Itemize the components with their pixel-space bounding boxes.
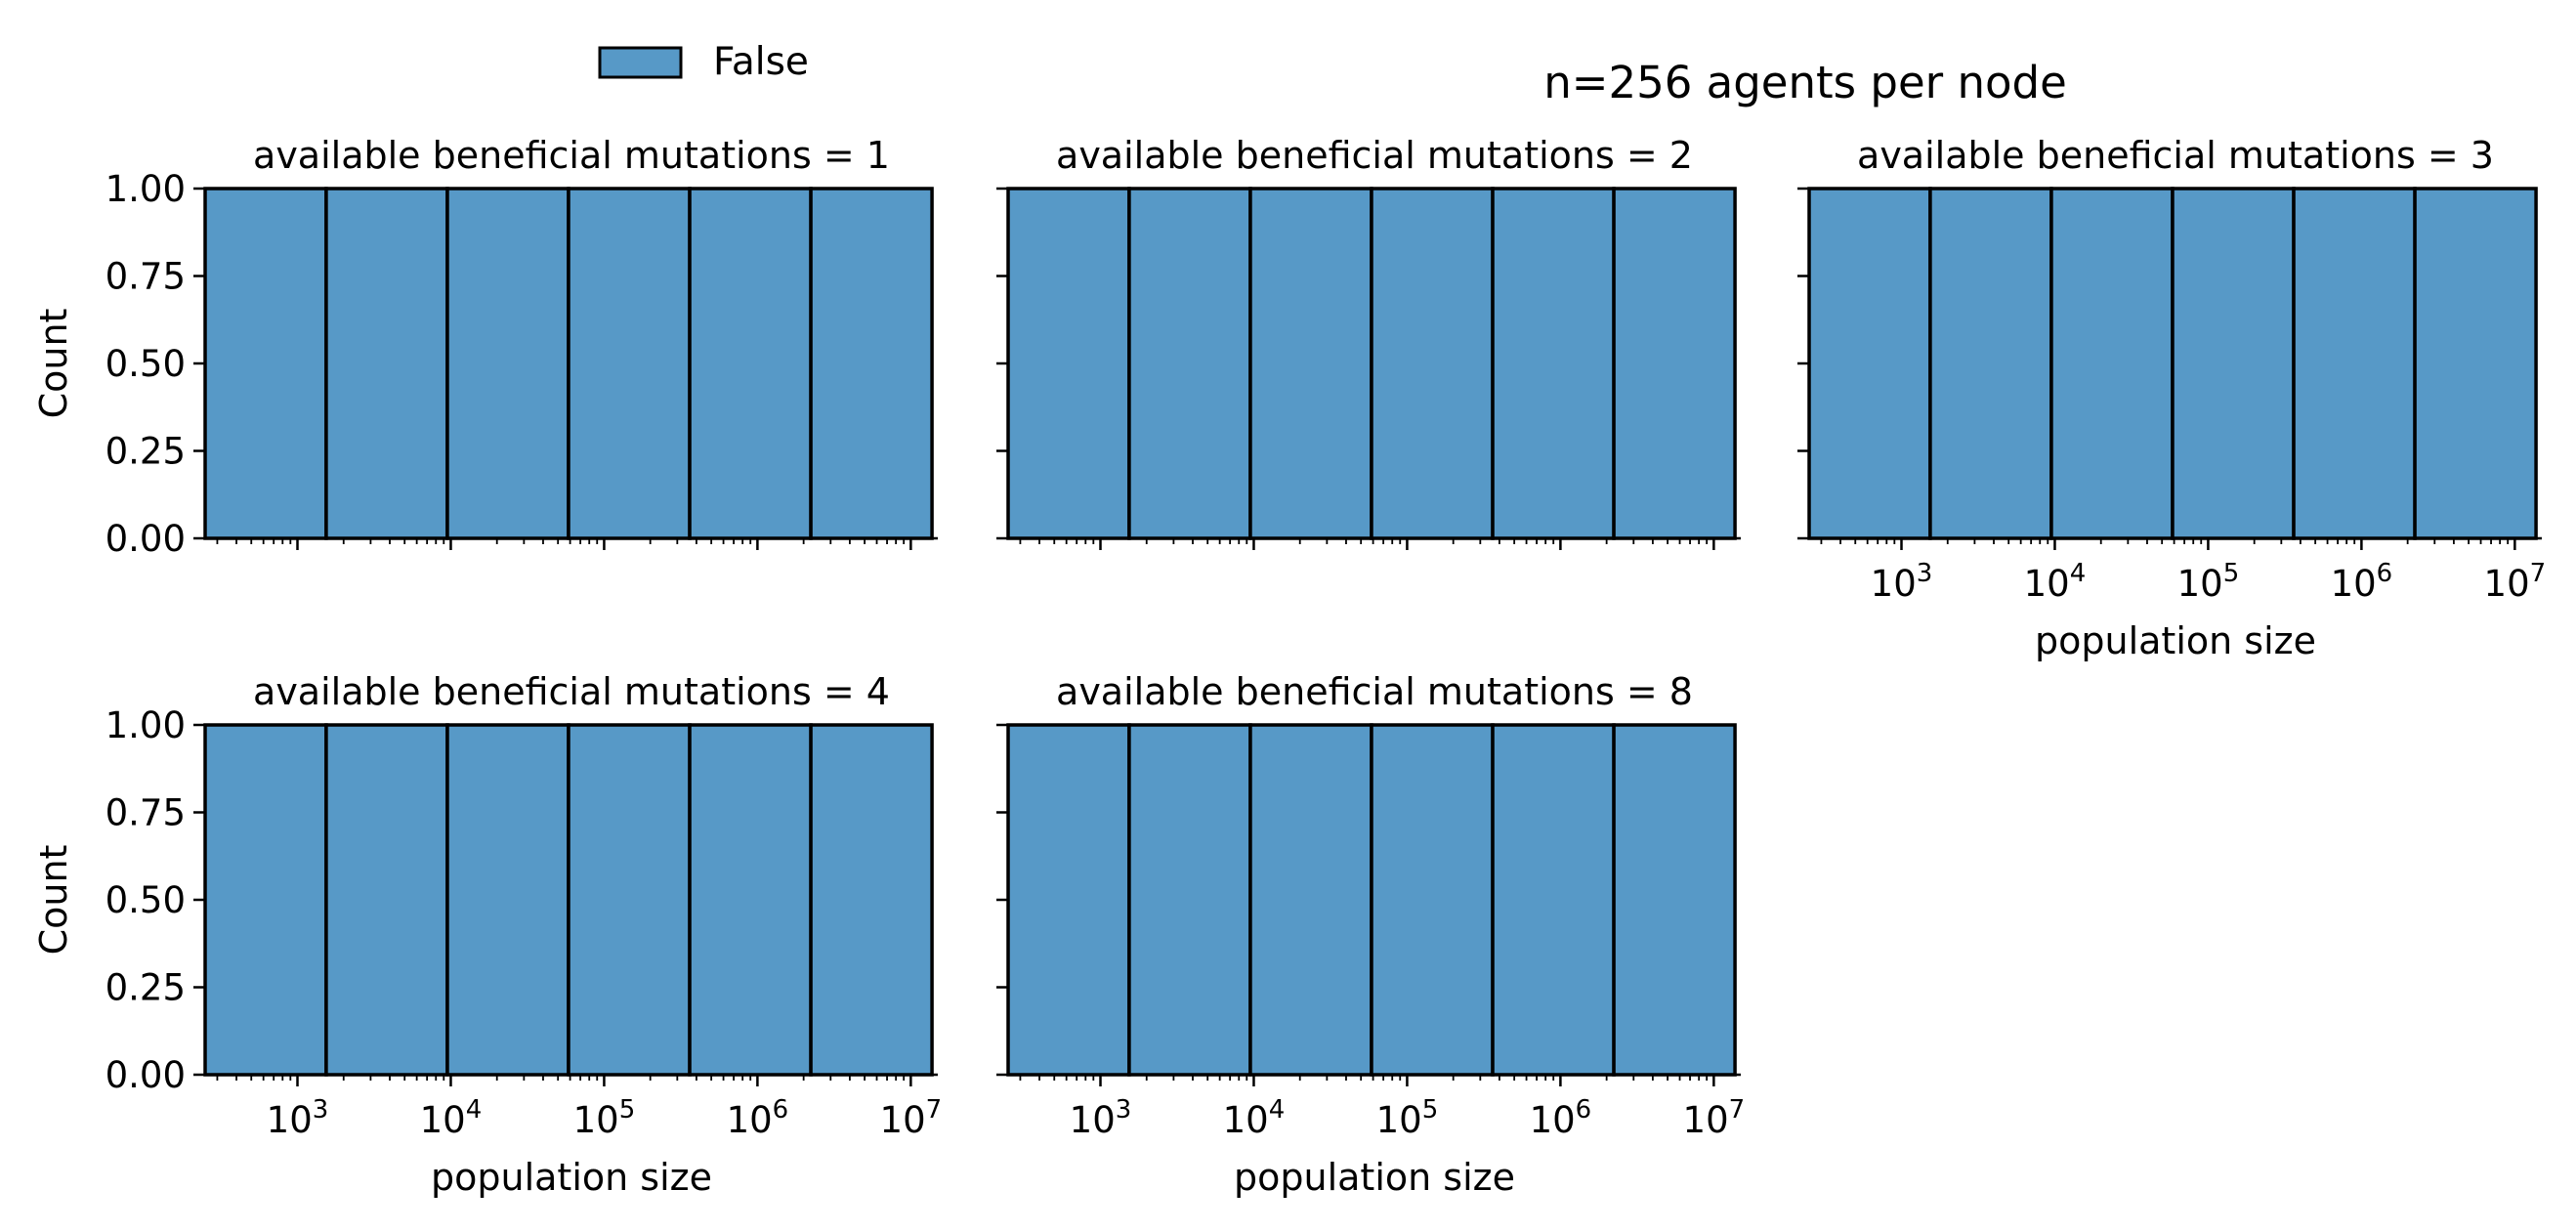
- y-tick-label: 0.25: [106, 431, 186, 473]
- x-tick-label: 107: [2484, 559, 2547, 605]
- y-tick-label: 0.75: [106, 256, 186, 298]
- y-tick-label: 0.00: [106, 518, 186, 560]
- x-tick-label: 107: [880, 1095, 943, 1141]
- histogram-bar: [2413, 187, 2538, 540]
- x-tick-label: 103: [267, 1095, 329, 1141]
- y-axis-label: Count: [32, 845, 75, 956]
- histogram-bar: [1491, 723, 1616, 1077]
- x-tick-label: 105: [573, 1095, 636, 1141]
- x-axis-label: population size: [1234, 1156, 1515, 1199]
- panel-3: 103 104 105 106 107 population size available …: [1797, 134, 2546, 662]
- facet-panels: 0.00 0.25 0.50 0.75 1.00 Count available benef…: [32, 134, 2546, 1199]
- legend-swatch-false: [598, 46, 683, 79]
- x-tick-label: 103: [1070, 1095, 1132, 1141]
- y-tick-label: 0.75: [106, 792, 186, 834]
- y-tick-label: 1.00: [106, 704, 186, 746]
- histogram-bar: [445, 187, 570, 540]
- x-tick-label: 104: [2024, 559, 2087, 605]
- y-tick-label: 0.25: [106, 967, 186, 1009]
- histogram-bar: [1370, 187, 1495, 540]
- y-tick-label: 0.00: [106, 1054, 186, 1096]
- panel-title: available beneficial mutations = 8: [1056, 670, 1693, 713]
- panel-2: available beneficial mutations = 2: [996, 134, 1741, 550]
- panel-title: available beneficial mutations = 2: [1056, 134, 1693, 177]
- figure-suptitle: n=256 agents per node: [1543, 57, 2067, 108]
- panel-title: available beneficial mutations = 1: [253, 134, 890, 177]
- x-tick-label: 103: [1871, 559, 1933, 605]
- x-axis-label: population size: [431, 1156, 712, 1199]
- histogram-bar: [2292, 187, 2417, 540]
- panel-5: 103 104 105 106 107 population size available …: [996, 670, 1745, 1199]
- panel-title: available beneficial mutations = 3: [1857, 134, 2494, 177]
- x-axis-label: population size: [2035, 619, 2316, 662]
- panel-1: 0.00 0.25 0.50 0.75 1.00 Count available benef…: [32, 134, 938, 560]
- histogram-bar: [324, 187, 449, 540]
- histogram-bar: [1006, 187, 1131, 540]
- histogram-bar: [445, 723, 570, 1077]
- x-tick-label: 106: [727, 1095, 789, 1141]
- histogram-bar: [1928, 187, 2053, 540]
- histogram-bar: [567, 723, 692, 1077]
- histogram-bar: [324, 723, 449, 1077]
- panel-4: 0.00 0.25 0.50 0.75 1.00 Count 103 104 105 106 107…: [32, 670, 942, 1199]
- histogram-bar: [2049, 187, 2175, 540]
- x-tick-label: 106: [2331, 559, 2393, 605]
- histogram-bar: [809, 187, 934, 540]
- x-tick-label: 106: [1530, 1095, 1592, 1141]
- x-tick-label: 104: [1223, 1095, 1286, 1141]
- x-tick-label: 107: [1683, 1095, 1746, 1141]
- histogram-bar: [1127, 723, 1252, 1077]
- histogram-bar: [809, 723, 934, 1077]
- histogram-bar: [1248, 723, 1373, 1077]
- histogram-bar: [203, 187, 328, 540]
- y-tick-label: 0.50: [106, 343, 186, 385]
- histogram-bar: [1612, 187, 1737, 540]
- histogram-bar: [1248, 187, 1373, 540]
- histogram-bar: [688, 723, 813, 1077]
- y-tick-label: 1.00: [106, 168, 186, 210]
- histogram-bar: [1006, 723, 1131, 1077]
- histogram-bar: [203, 723, 328, 1077]
- histogram-bar: [1127, 187, 1252, 540]
- x-tick-label: 105: [2177, 559, 2240, 605]
- legend-label-false: False: [713, 40, 809, 84]
- histogram-bar: [567, 187, 692, 540]
- panel-title: available beneficial mutations = 4: [253, 670, 890, 713]
- x-tick-label: 104: [420, 1095, 483, 1141]
- histogram-bar: [1491, 187, 1616, 540]
- histogram-bar: [688, 187, 813, 540]
- histogram-bar: [1807, 187, 1932, 540]
- histogram-bar: [2171, 187, 2296, 540]
- y-axis-label: Count: [32, 309, 75, 419]
- legend: False: [598, 40, 809, 84]
- histogram-bar: [1612, 723, 1737, 1077]
- x-tick-label: 105: [1376, 1095, 1439, 1141]
- histogram-bar: [1370, 723, 1495, 1077]
- y-tick-label: 0.50: [106, 879, 186, 921]
